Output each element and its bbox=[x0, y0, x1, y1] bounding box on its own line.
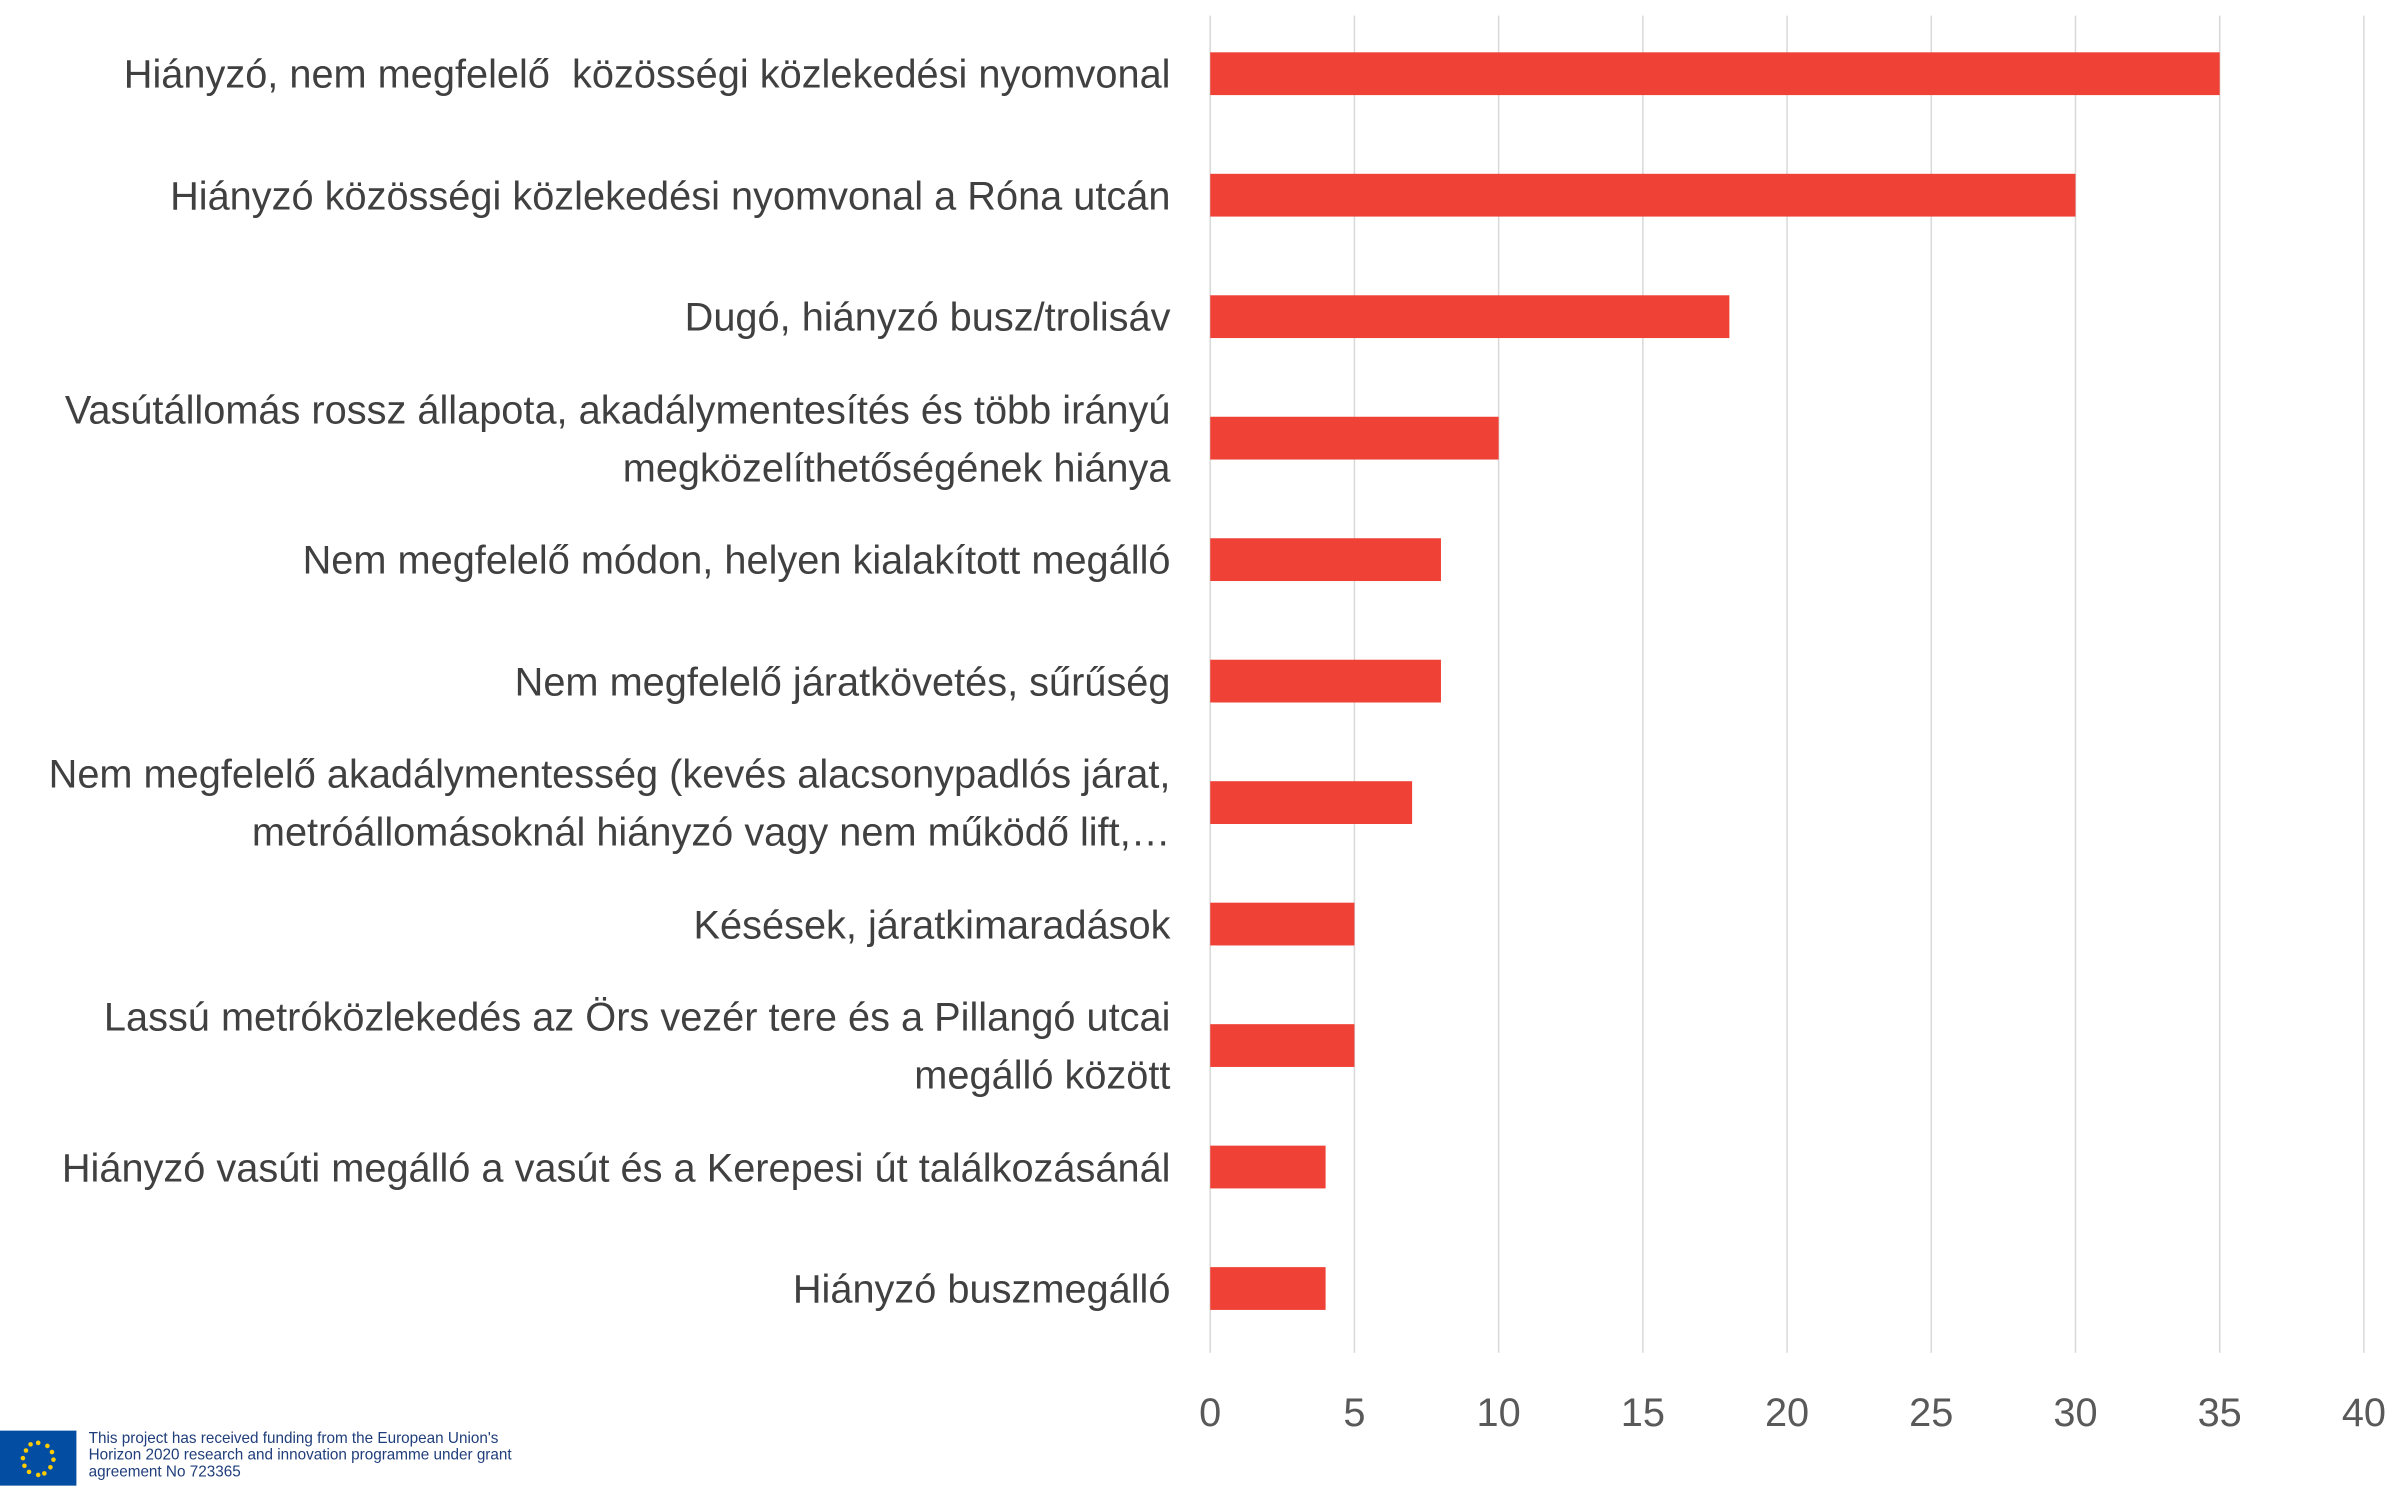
x-tick-label: 40 bbox=[2342, 1391, 2386, 1435]
y-tick-label: Hiányzó, nem megfelelő közösségi közleke… bbox=[0, 13, 1170, 135]
category-box: Hiányzó vasúti megálló a vasút és a Kere… bbox=[0, 1106, 1170, 1228]
y-tick-label: Nem megfelelő járatkövetés, sűrűség bbox=[0, 620, 1170, 742]
x-tick-label: 30 bbox=[2053, 1391, 2097, 1435]
page: {"chart_data": {"type": "bar", "orientat… bbox=[0, 0, 2396, 1486]
category-box: Nem megfelelő módon, helyen kialakított … bbox=[0, 499, 1170, 621]
footer-box: This project has received funding from t… bbox=[89, 1431, 547, 1486]
category-box: Vasútállomás rossz állapota, akadályment… bbox=[0, 377, 1170, 499]
bar bbox=[1210, 1024, 1354, 1067]
eu-flag bbox=[0, 1431, 76, 1486]
y-tick-label: Dugó, hiányzó busz/trolisáv bbox=[0, 256, 1170, 378]
x-tick-label: 5 bbox=[1343, 1391, 1365, 1435]
category-box: Nem megfelelő járatkövetés, sűrűség bbox=[0, 620, 1170, 742]
category-box: Lassú metróközlekedés az Örs vezér tere … bbox=[0, 984, 1170, 1106]
y-tick-label: Hiányzó közösségi közlekedési nyomvonal … bbox=[0, 134, 1170, 256]
footer-text: This project has received funding from t… bbox=[89, 1431, 532, 1481]
bar bbox=[1210, 1267, 1325, 1310]
bar bbox=[1210, 52, 2219, 95]
x-tick-label: 0 bbox=[1199, 1391, 1221, 1435]
category-box: Nem megfelelő akadálymentesség (kevés al… bbox=[0, 741, 1170, 863]
bar bbox=[1210, 295, 1729, 338]
y-tick-label: Vasútállomás rossz állapota, akadályment… bbox=[0, 377, 1170, 499]
bar bbox=[1210, 1146, 1325, 1189]
chart: This project has received funding from t… bbox=[0, 0, 2396, 1486]
y-tick-label: Hiányzó buszmegálló bbox=[0, 1227, 1170, 1349]
bar bbox=[1210, 660, 1441, 703]
category-box: Hiányzó, nem megfelelő közösségi közleke… bbox=[0, 13, 1170, 135]
bar bbox=[1210, 538, 1441, 581]
x-tick-label: 25 bbox=[1909, 1391, 1953, 1435]
y-tick-label: Hiányzó vasúti megálló a vasút és a Kere… bbox=[0, 1106, 1170, 1228]
x-tick-label: 20 bbox=[1765, 1391, 1809, 1435]
bar bbox=[1210, 781, 1412, 824]
category-box: Dugó, hiányzó busz/trolisáv bbox=[0, 256, 1170, 378]
x-tick-label: 35 bbox=[2198, 1391, 2242, 1435]
bar bbox=[1210, 417, 1498, 460]
y-tick-label: Késések, járatkimaradások bbox=[0, 863, 1170, 985]
category-box: Késések, járatkimaradások bbox=[0, 863, 1170, 985]
bar bbox=[1210, 174, 2075, 217]
y-tick-label: Nem megfelelő módon, helyen kialakított … bbox=[0, 499, 1170, 621]
x-tick-label: 15 bbox=[1621, 1391, 1665, 1435]
x-tick-label: 10 bbox=[1477, 1391, 1521, 1435]
bar bbox=[1210, 903, 1354, 946]
y-tick-label: Lassú metróközlekedés az Örs vezér tere … bbox=[0, 984, 1170, 1106]
category-box: Hiányzó buszmegálló bbox=[0, 1227, 1170, 1349]
category-box: Hiányzó közösségi közlekedési nyomvonal … bbox=[0, 134, 1170, 256]
y-tick-label: Nem megfelelő akadálymentesség (kevés al… bbox=[0, 741, 1170, 863]
